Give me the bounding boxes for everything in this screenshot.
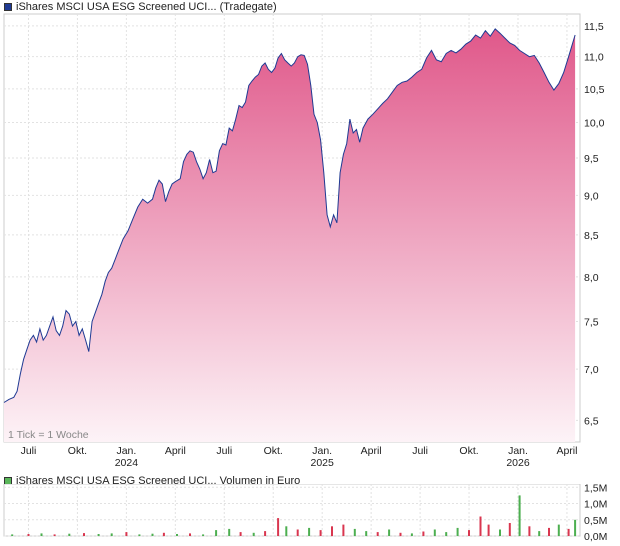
volume-bar	[456, 527, 459, 536]
x-tick-label: Juli	[412, 445, 428, 457]
volume-bar	[342, 524, 345, 536]
x-tick-label: Okt.	[459, 445, 478, 457]
volume-bar	[388, 529, 391, 536]
volume-bar	[151, 533, 154, 536]
y-tick-label: 8,0	[584, 272, 599, 284]
volume-bar	[308, 527, 311, 536]
y-tick-label: 8,5	[584, 230, 599, 242]
volume-bar	[189, 533, 191, 536]
y-tick-label: 7,0	[584, 364, 599, 376]
x-tick-label: Jan.	[508, 445, 528, 457]
volume-bar	[53, 534, 56, 536]
y-tick-label: 11,5	[584, 21, 604, 33]
price-legend-swatch	[4, 3, 12, 11]
x-tick-label: Juli	[21, 445, 37, 457]
volume-bar	[138, 534, 141, 536]
volume-bar	[567, 528, 570, 536]
volume-bar	[239, 532, 242, 536]
price-legend-label: iShares MSCI USA ESG Screened UCI... (Tr…	[16, 1, 277, 13]
volume-bar	[433, 529, 436, 536]
y-tick-label: 9,0	[584, 190, 599, 202]
volume-chart: 0,0M 0,5M 1,0M 1,5M	[3, 484, 607, 543]
volume-bar	[162, 532, 165, 537]
volume-bar	[331, 526, 333, 537]
volume-bar	[410, 533, 413, 536]
volume-bar	[277, 518, 280, 536]
tick-note: 1 Tick = 1 Woche	[8, 429, 89, 441]
volume-bar	[252, 532, 255, 537]
volume-bar	[518, 495, 521, 536]
volume-bar	[557, 524, 560, 536]
volume-bar	[176, 534, 178, 536]
volume-bar	[353, 528, 356, 536]
volume-bar	[202, 534, 205, 536]
volume-bar	[125, 532, 128, 536]
price-area	[4, 28, 576, 443]
volume-bar	[215, 530, 218, 536]
y-tick-label: 10,5	[584, 84, 605, 96]
x-tick-label: Okt.	[264, 445, 283, 457]
volume-bar	[422, 531, 425, 536]
x-tick-label: Juli	[216, 445, 232, 457]
price-chart: A 1 Tick = 1 Woche 6,57,07,58,08,59,09,5…	[3, 13, 605, 469]
volume-tick-label: 0,5M	[584, 515, 607, 527]
volume-bar	[97, 534, 100, 536]
volume-bar	[445, 532, 448, 536]
volume-grid-lines	[4, 484, 580, 537]
y-tick-label: 10,0	[584, 118, 605, 130]
x-tick-label: Jan.	[116, 445, 136, 457]
x-tick-label: April	[165, 445, 186, 457]
price-line	[3, 28, 576, 403]
volume-bar	[11, 534, 14, 536]
volume-bar	[110, 533, 113, 536]
volume-bar	[296, 529, 299, 536]
volume-plot-area	[3, 484, 581, 537]
x-tick-label: Jan.	[312, 445, 332, 457]
volume-bar	[548, 527, 550, 536]
x-tick-label: Okt.	[68, 445, 87, 457]
volume-bars	[11, 495, 577, 537]
volume-bar	[574, 519, 577, 537]
price-legend: iShares MSCI USA ESG Screened UCI... (Tr…	[4, 1, 277, 13]
volume-bar	[319, 530, 322, 536]
x-tick-label: April	[556, 445, 577, 457]
volume-bar	[68, 533, 71, 536]
volume-bar	[468, 530, 470, 536]
volume-bar	[365, 531, 368, 536]
y-axis-labels: 6,5 7,0 7,5 8,0 8,5 9,0 9,5 10,0 10,5 11,0 11,5	[584, 21, 605, 427]
y-tick-label: 11,0	[584, 52, 604, 64]
volume-bar	[499, 529, 501, 536]
volume-bar	[27, 534, 30, 536]
volume-tick-label: 0,0M	[584, 531, 607, 543]
x-year-label: 2024	[115, 457, 139, 469]
volume-bar	[285, 526, 288, 537]
volume-bar	[508, 523, 511, 536]
volume-y-axis-labels: 0,0M 0,5M 1,0M 1,5M	[584, 484, 607, 543]
volume-bar	[376, 532, 379, 536]
x-year-label: 2026	[506, 457, 530, 469]
volume-tick-label: 1,5M	[584, 484, 607, 494]
volume-bar	[479, 516, 482, 536]
y-tick-label: 7,5	[584, 316, 599, 328]
x-tick-label: April	[361, 445, 382, 457]
volume-bar	[83, 533, 85, 536]
volume-bar	[228, 528, 231, 536]
y-tick-label: 9,5	[584, 153, 599, 165]
volume-tick-label: 1,0M	[584, 499, 607, 511]
volume-bar	[40, 533, 43, 536]
x-year-label: 2025	[311, 457, 335, 469]
volume-bar	[487, 524, 490, 536]
y-tick-label: 6,5	[584, 415, 599, 427]
volume-bar	[399, 532, 402, 537]
volume-bar	[538, 531, 541, 536]
volume-bar	[264, 531, 267, 536]
volume-bar	[528, 526, 531, 537]
